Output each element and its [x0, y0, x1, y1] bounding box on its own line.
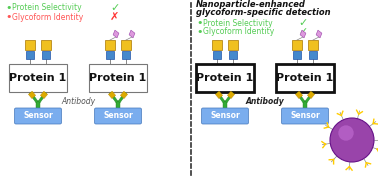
Polygon shape: [305, 92, 314, 103]
Polygon shape: [225, 92, 234, 103]
Bar: [106, 51, 114, 59]
Polygon shape: [129, 30, 135, 38]
FancyBboxPatch shape: [14, 108, 62, 124]
Text: Sensor: Sensor: [103, 111, 133, 121]
Bar: [25, 40, 35, 50]
Polygon shape: [296, 92, 305, 103]
Polygon shape: [108, 91, 116, 98]
Text: •: •: [196, 18, 203, 28]
Polygon shape: [215, 91, 223, 98]
Polygon shape: [300, 30, 306, 38]
Polygon shape: [109, 92, 118, 103]
Bar: [121, 40, 131, 50]
Bar: [196, 64, 254, 92]
Bar: [293, 51, 301, 59]
Text: •: •: [5, 3, 11, 13]
Text: •: •: [196, 27, 203, 37]
Polygon shape: [28, 91, 36, 98]
Text: Sensor: Sensor: [290, 111, 320, 121]
Polygon shape: [307, 91, 314, 98]
Bar: [26, 51, 34, 59]
Polygon shape: [120, 91, 128, 98]
Text: ✓: ✓: [110, 3, 119, 13]
Bar: [228, 40, 238, 50]
Text: ✓: ✓: [298, 18, 307, 28]
Text: Protein Selectivity: Protein Selectivity: [12, 4, 82, 12]
Text: Antibody: Antibody: [61, 96, 95, 106]
Polygon shape: [116, 101, 120, 111]
Polygon shape: [40, 91, 48, 98]
Text: Protein Selectivity: Protein Selectivity: [203, 19, 273, 27]
Polygon shape: [118, 92, 127, 103]
Circle shape: [338, 125, 354, 141]
Text: Glycoform Identity: Glycoform Identity: [203, 27, 274, 36]
Bar: [308, 40, 318, 50]
Text: glycoform-specific detection: glycoform-specific detection: [196, 8, 331, 17]
Text: Glycoform Identity: Glycoform Identity: [12, 12, 83, 22]
Polygon shape: [29, 92, 38, 103]
Text: Protein 1: Protein 1: [197, 73, 254, 83]
Bar: [41, 40, 51, 50]
Text: Sensor: Sensor: [210, 111, 240, 121]
Bar: [229, 51, 237, 59]
Bar: [212, 40, 222, 50]
Text: Nanoparticle-enhanced: Nanoparticle-enhanced: [196, 0, 306, 9]
Polygon shape: [36, 101, 40, 111]
Polygon shape: [113, 30, 119, 38]
Text: Protein 1: Protein 1: [276, 73, 334, 83]
Bar: [105, 40, 115, 50]
Bar: [292, 40, 302, 50]
FancyBboxPatch shape: [282, 108, 328, 124]
Text: Protein 1: Protein 1: [89, 73, 147, 83]
FancyBboxPatch shape: [201, 108, 248, 124]
Bar: [89, 64, 147, 92]
Bar: [309, 51, 317, 59]
Circle shape: [330, 118, 374, 162]
Bar: [9, 64, 67, 92]
FancyBboxPatch shape: [94, 108, 141, 124]
Polygon shape: [216, 92, 225, 103]
Text: •: •: [5, 12, 11, 22]
Polygon shape: [223, 101, 227, 111]
Text: Antibody: Antibody: [246, 96, 284, 106]
Polygon shape: [303, 101, 307, 111]
Polygon shape: [316, 30, 322, 38]
Bar: [42, 51, 50, 59]
Polygon shape: [296, 91, 303, 98]
Bar: [276, 64, 334, 92]
Text: Protein 1: Protein 1: [9, 73, 67, 83]
Text: Sensor: Sensor: [23, 111, 53, 121]
Polygon shape: [38, 92, 46, 103]
Bar: [122, 51, 130, 59]
Text: ✓: ✓: [298, 27, 307, 37]
Bar: [213, 51, 221, 59]
Polygon shape: [227, 91, 235, 98]
Text: ✗: ✗: [110, 12, 119, 22]
